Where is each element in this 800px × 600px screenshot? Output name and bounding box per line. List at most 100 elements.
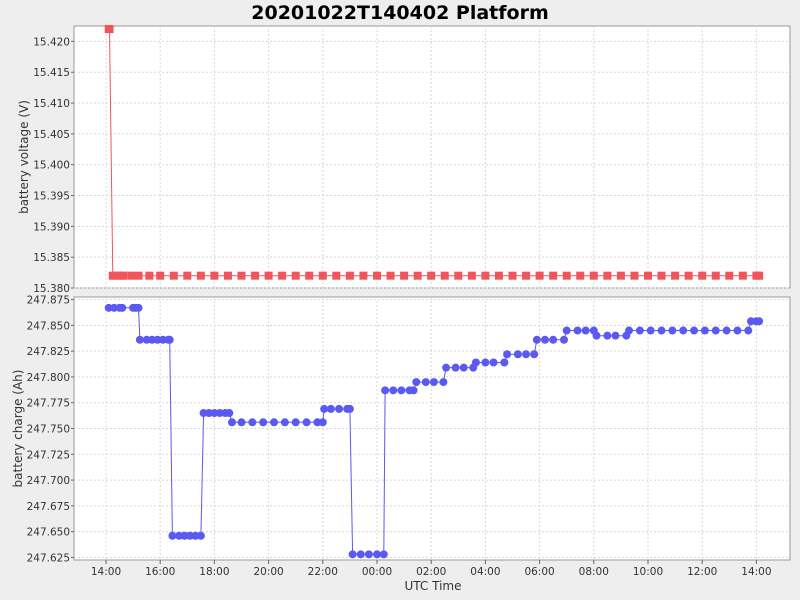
voltage-ytick-label: 15.420 <box>33 36 70 48</box>
charge-point <box>471 358 480 367</box>
x-axis-label: UTC Time <box>405 579 462 593</box>
voltage-point <box>522 271 531 280</box>
voltage-point <box>616 271 625 280</box>
voltage-point <box>413 271 422 280</box>
charge-point <box>237 418 246 427</box>
voltage-point <box>481 271 490 280</box>
voltage-point <box>755 271 764 280</box>
charge-point <box>657 326 666 335</box>
voltage-point <box>576 271 585 280</box>
charge-point <box>541 335 550 344</box>
voltage-point <box>108 271 117 280</box>
charge-point <box>318 418 327 427</box>
charge-point <box>549 335 558 344</box>
voltage-point <box>264 271 273 280</box>
charge-point <box>412 378 421 387</box>
charge-point <box>611 331 620 340</box>
charge-point <box>733 326 742 335</box>
voltage-point <box>684 271 693 280</box>
charge-ytick-label: 247.650 <box>27 527 70 539</box>
x-tick-label: 16:00 <box>145 566 175 578</box>
charge-point <box>522 350 531 359</box>
charge-point <box>635 326 644 335</box>
charge-point <box>196 531 205 540</box>
charge-point <box>225 409 234 418</box>
charge-point <box>345 404 354 413</box>
charge-point <box>165 335 174 344</box>
x-tick-label: 20:00 <box>253 566 283 578</box>
voltage-point <box>738 271 747 280</box>
voltage-point <box>386 271 395 280</box>
charge-point <box>625 326 634 335</box>
voltage-ytick-label: 15.400 <box>33 160 70 172</box>
x-tick-label: 04:00 <box>470 566 500 578</box>
charge-point <box>409 386 418 395</box>
charge-point <box>700 326 709 335</box>
charge-point <box>559 335 568 344</box>
charge-point <box>364 550 373 559</box>
voltage-point <box>400 271 409 280</box>
voltage-point <box>657 271 666 280</box>
charge-point <box>248 418 257 427</box>
x-tick-label: 12:00 <box>687 566 717 578</box>
charge-point <box>168 531 177 540</box>
voltage-ytick-label: 15.405 <box>33 129 70 141</box>
voltage-point <box>134 271 143 280</box>
charge-point <box>134 303 143 312</box>
voltage-point <box>127 271 136 280</box>
charge-y-axis-label: battery charge (Ah) <box>11 370 25 488</box>
voltage-point <box>223 271 232 280</box>
voltage-point <box>318 271 327 280</box>
charge-point <box>451 363 460 372</box>
voltage-point <box>291 271 300 280</box>
charge-point <box>348 550 357 559</box>
voltage-point <box>508 271 517 280</box>
charge-point <box>259 418 268 427</box>
voltage-point <box>562 271 571 280</box>
voltage-point <box>145 271 154 280</box>
charge-point <box>530 350 539 359</box>
charge-point <box>503 350 512 359</box>
charge-ytick-label: 247.825 <box>27 346 70 358</box>
voltage-ytick-label: 15.395 <box>33 191 70 203</box>
voltage-point <box>698 271 707 280</box>
charge-point <box>228 418 237 427</box>
charge-point <box>592 331 601 340</box>
voltage-point <box>169 271 178 280</box>
charge-point <box>320 404 329 413</box>
voltage-point <box>671 271 680 280</box>
charge-point <box>668 326 677 335</box>
charge-ytick-label: 247.875 <box>27 295 70 307</box>
charge-point <box>755 317 764 326</box>
charge-point <box>603 331 612 340</box>
voltage-panel: 15.380 15.385 15.390 15.395 15.400 15.405 15.4… <box>17 25 791 295</box>
voltage-ytick-label: 15.390 <box>33 221 70 233</box>
charge-point <box>581 326 590 335</box>
voltage-point <box>251 271 260 280</box>
charge-point <box>500 358 509 367</box>
x-tick-label: 00:00 <box>362 566 392 578</box>
charge-point <box>270 418 279 427</box>
x-tick-label: 14:00 <box>741 566 771 578</box>
voltage-point <box>630 271 639 280</box>
x-tick-label: 14:00 <box>91 566 121 578</box>
voltage-point <box>359 271 368 280</box>
charge-point <box>135 335 144 344</box>
voltage-ytick-label: 15.385 <box>33 252 70 264</box>
x-tick-label: 22:00 <box>308 566 338 578</box>
voltage-point <box>711 271 720 280</box>
voltage-point <box>603 271 612 280</box>
voltage-point <box>549 271 558 280</box>
charge-point <box>481 358 490 367</box>
charge-point <box>489 358 498 367</box>
charge-ytick-label: 247.675 <box>27 501 70 513</box>
voltage-point <box>156 271 165 280</box>
voltage-point <box>237 271 246 280</box>
voltage-point <box>112 271 121 280</box>
voltage-point <box>373 271 381 280</box>
charge-point <box>326 404 335 413</box>
x-tick-label: 18:00 <box>199 566 229 578</box>
x-tick-label: 08:00 <box>579 566 609 578</box>
voltage-point <box>332 271 341 280</box>
charge-point <box>711 326 720 335</box>
